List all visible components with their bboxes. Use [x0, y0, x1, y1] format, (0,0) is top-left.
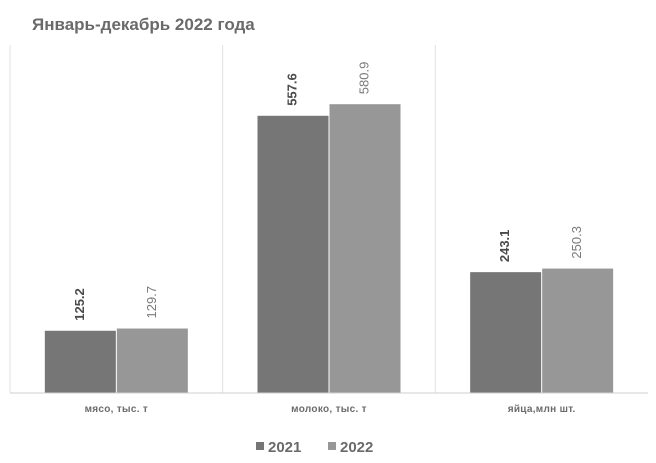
- legend-label-2021: 2021: [268, 439, 301, 456]
- chart-title: Январь-декабрь 2022 года: [32, 15, 255, 34]
- legend-label-2022: 2022: [340, 439, 373, 456]
- data-label-2022-3: 250.3: [569, 226, 584, 259]
- legend-swatch-2021: [256, 442, 264, 450]
- bar-2022-3: [542, 268, 614, 393]
- bar-2022-2: [329, 104, 401, 393]
- bar-2022-1: [116, 328, 188, 393]
- data-label-2021-3: 243.1: [497, 230, 512, 263]
- data-label-2021-2: 557.6: [284, 73, 299, 106]
- plot-area: 125.2 129.7 мясо, тыс. т 557.6 580.9 молоко, …: [9, 45, 648, 415]
- bar-2021-3: [470, 272, 542, 393]
- x-tick-label-2: молоко, тыс. т: [291, 404, 367, 415]
- data-label-2022-1: 129.7: [144, 286, 159, 319]
- bar-2021-1: [44, 330, 116, 393]
- x-tick-label-3: яйца,млн шт.: [508, 404, 576, 415]
- x-tick-label-1: мясо, тыс. т: [85, 404, 149, 415]
- legend: 2021 2022: [256, 439, 373, 456]
- legend-swatch-2022: [328, 442, 336, 450]
- data-label-2022-2: 580.9: [356, 62, 371, 95]
- data-label-2021-1: 125.2: [72, 288, 87, 321]
- bar-2021-2: [257, 115, 329, 393]
